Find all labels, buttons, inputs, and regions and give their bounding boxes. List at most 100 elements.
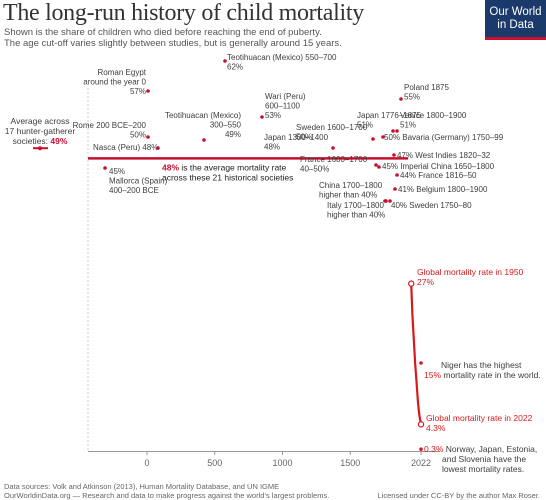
label-wari-peru-line-1: Wari (Peru) (265, 92, 306, 101)
global-point-2022 (417, 421, 425, 428)
label-japan-1776: Japan 1776–1875 51% (357, 111, 422, 130)
historical-average-label: 48% is the average mortality rate across … (162, 162, 293, 182)
point-rome-200 (146, 135, 150, 139)
chart-subtitle-line-1: Shown is the share of children who died … (4, 27, 322, 38)
label-global-2022-line-2: 4.3% (426, 423, 446, 433)
owid-logo[interactable]: Our World in Data (485, 0, 546, 40)
hunter-gatherer-label: Average across 17 hunter-gatherer societie… (5, 116, 76, 146)
x-tick-label-500: 500 (207, 458, 222, 468)
point-wari-peru (260, 115, 264, 119)
label-china-1700-line-2: higher than 40% (319, 191, 377, 200)
label-belgium: 41% Belgium 1800–1900 (398, 185, 488, 194)
point-west-indies (392, 153, 396, 157)
label-lowest: 0.3% Norway, Japan, Estonia, and Slovenia… (424, 444, 537, 474)
hunter-gatherer-label-line-2: 17 hunter-gatherer (5, 126, 76, 136)
label-teotihuacan-300-line-3: 49% (225, 130, 241, 139)
point-lowest (419, 447, 423, 451)
label-rome-200-line-2: 50% (130, 131, 146, 140)
owid-credit[interactable]: OurWorldinData.org — Research and data t… (4, 491, 330, 500)
label-sweden-1600-line-1: Sweden 1600–1700 (296, 123, 368, 132)
global-mortality-series (408, 280, 425, 428)
label-teotihuacan-550: Teotihuacan (Mexico) 550–700 62% (227, 53, 337, 72)
label-wari-peru: Wari (Peru) 600–1100 53% (265, 92, 306, 120)
point-france-1600 (374, 163, 378, 167)
point-poland-1875 (399, 97, 403, 101)
label-west-indies-line-1: 47% West Indies 1820–32 (397, 151, 491, 160)
label-west-indies: 47% West Indies 1820–32 (397, 151, 491, 160)
label-mallorca-line-1: 45% (109, 167, 125, 176)
x-tick-label-1500: 1500 (340, 458, 360, 468)
label-france-1600-line-1: France 1600–1700 (300, 155, 368, 164)
label-poland-1875-line-2: 55% (404, 93, 420, 102)
label-sweden-1750: 40% Sweden 1750–80 (391, 201, 472, 210)
label-lowest-line-1: 0.3% Norway, Japan, Estonia, (424, 444, 537, 454)
label-italy-1700-line-2: higher than 40% (327, 211, 385, 220)
data-sources-note: Data sources: Volk and Atkinson (2013), … (4, 482, 280, 491)
point-italy-1700 (384, 199, 388, 203)
hunter-gatherer-value: 49% (50, 136, 67, 146)
label-bavaria: 50% Bavaria (Germany) 1750–99 (384, 133, 504, 142)
point-teotihuacan-300 (202, 138, 206, 142)
label-sweden-1750-line-1: 40% Sweden 1750–80 (391, 201, 472, 210)
label-roman-egypt-line-3: 57% (130, 87, 146, 96)
point-nasca (156, 146, 160, 150)
historical-average-text: is the average mortality rate (181, 162, 286, 172)
label-france-1816-line-1: 44% France 1816–50 (400, 171, 477, 180)
historical-points (103, 59, 423, 451)
label-teotihuacan-300: Teotihuacan (Mexico) 300–550 49% (165, 111, 242, 139)
label-global-1950-line-2: 27% (417, 277, 434, 287)
label-venice: Venice 1800–1900 51% (400, 111, 467, 130)
point-sweden-1750 (388, 199, 392, 203)
label-wari-peru-line-2: 600–1100 (265, 102, 301, 111)
label-china-1700: China 1700–1800 higher than 40% (319, 181, 383, 200)
label-lowest-text: Norway, Japan, Estonia, (446, 444, 538, 454)
label-teotihuacan-550-line-2: 62% (227, 63, 243, 72)
logo-line-2: in Data (497, 18, 534, 31)
point-sweden-1600 (371, 137, 375, 141)
label-venice-line-1: Venice 1800–1900 (400, 111, 467, 120)
label-france-1600-line-2: 40–50% (300, 165, 329, 174)
historical-average-label-line-1: 48% is the average mortality rate (162, 162, 287, 172)
hunter-gatherer-label-line-1: Average across (11, 116, 70, 126)
label-italy-1700-line-1: Italy 1700–1800 (327, 201, 384, 210)
hunter-gatherer-point (38, 146, 42, 151)
label-roman-egypt-line-2: around the year 0 (83, 78, 146, 87)
point-japan-1776 (391, 129, 395, 133)
x-tick-label-2022: 2022 (411, 458, 431, 468)
point-niger (419, 361, 423, 365)
historical-average-value: 48% (162, 162, 181, 172)
label-mallorca-line-2: Mallorca (Spain) (109, 177, 168, 186)
label-mallorca-line-3: 400–200 BCE (109, 186, 159, 195)
x-axis: 0 500 1000 1500 2022 (87, 88, 440, 468)
point-imperial-china (377, 165, 381, 169)
historical-average-label-line-2: across these 21 historical societies (162, 172, 293, 182)
label-china-1700-line-1: China 1700–1800 (319, 181, 383, 190)
label-rome-200-line-1: Rome 200 BCE–200 (73, 121, 147, 130)
label-teotihuacan-550-line-1: Teotihuacan (Mexico) 550–700 (227, 53, 337, 62)
label-venice-line-2: 51% (400, 121, 416, 130)
label-lowest-value: 0.3% (424, 444, 446, 454)
label-italy-1700: Italy 1700–1800 higher than 40% (327, 201, 385, 220)
label-teotihuacan-300-line-1: Teotihuacan (Mexico) (165, 111, 241, 120)
label-japan-1300: Japan 1300–1400 48% (264, 133, 329, 152)
label-bavaria-line-1: 50% Bavaria (Germany) 1750–99 (384, 133, 504, 142)
label-japan-1776-line-1: Japan 1776–1875 (357, 111, 422, 120)
label-mallorca: 45% Mallorca (Spain) 400–200 BCE (109, 167, 168, 195)
point-bavaria (381, 135, 385, 139)
label-japan-1776-line-2: 51% (357, 121, 373, 130)
hunter-gatherer-label-line-3: societies: 49% (13, 136, 68, 146)
label-imperial-china-line-1: 45% Imperial China 1650–1800 (382, 162, 495, 171)
point-france-1816 (395, 173, 399, 177)
label-global-2022: Global mortality rate in 2022 4.3% (426, 413, 533, 433)
label-belgium-line-1: 41% Belgium 1800–1900 (398, 185, 488, 194)
point-japan-1300 (331, 146, 335, 150)
license-note: Licensed under CC-BY by the author Max R… (377, 491, 540, 500)
chart-subtitle-line-2: The age cut-off varies slightly between … (4, 38, 342, 49)
label-poland-1875-line-1: Poland 1875 (404, 83, 449, 92)
child-mortality-chart: 0 500 1000 1500 2022 Average across 17 hunter… (5, 53, 541, 474)
label-wari-peru-line-3: 53% (265, 111, 281, 120)
label-poland-1875: Poland 1875 55% (404, 83, 449, 102)
label-teotihuacan-300-line-2: 300–550 (210, 121, 242, 130)
x-tick-label-0: 0 (144, 458, 149, 468)
label-niger: Niger has the highest 15% mortality rate … (424, 360, 541, 380)
